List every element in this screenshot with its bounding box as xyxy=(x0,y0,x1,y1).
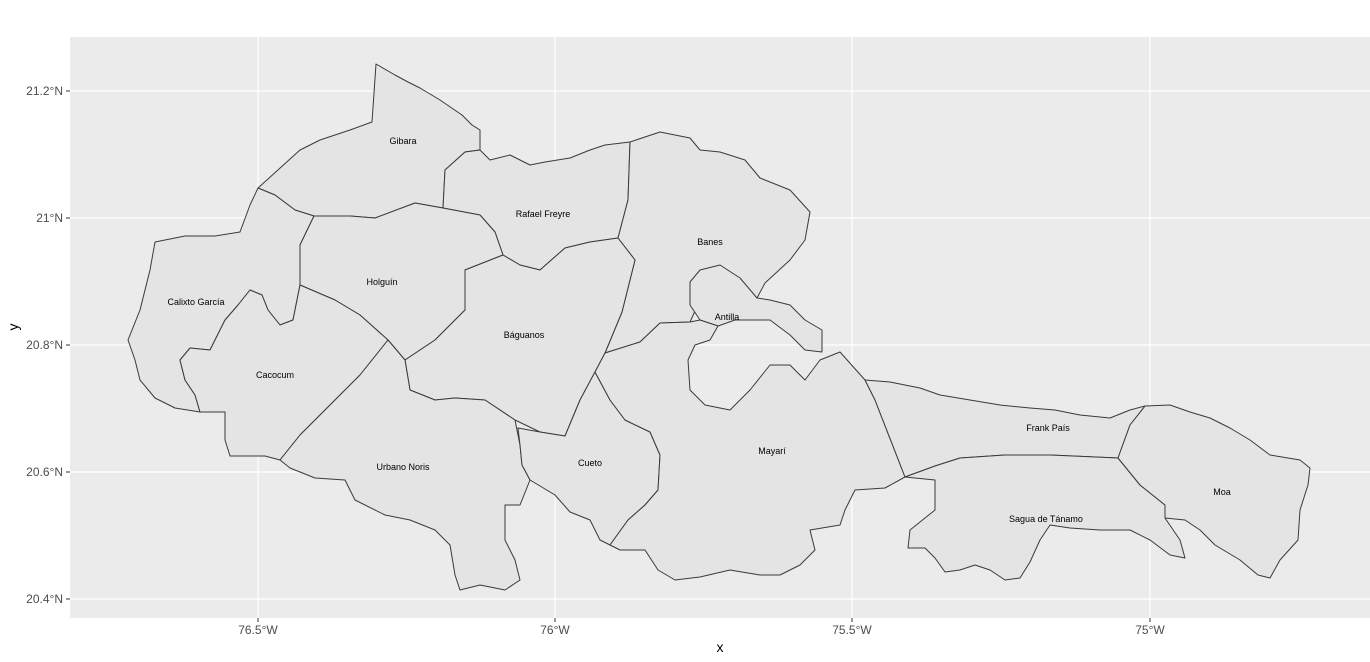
x-tick-label: 76°W xyxy=(540,623,570,637)
label-rafael-freyre: Rafael Freyre xyxy=(516,209,571,219)
label-moa: Moa xyxy=(1213,487,1231,497)
label-sagua-de-tanamo: Sagua de Tánamo xyxy=(1009,514,1083,524)
region-moa xyxy=(1117,404,1311,579)
x-tick-label: 75.5°W xyxy=(832,623,872,637)
label-mayari: Mayarí xyxy=(758,446,786,456)
label-cueto: Cueto xyxy=(578,458,602,468)
label-urbano-noris: Urbano Noris xyxy=(376,462,430,472)
y-axis-title: y xyxy=(5,324,21,331)
region-urbano-noris xyxy=(279,339,531,591)
y-tick-label: 20.4°N xyxy=(26,592,63,606)
label-gibara: Gibara xyxy=(389,136,416,146)
x-tick-label: 76.5°W xyxy=(238,623,278,637)
label-cacocum: Cacocum xyxy=(256,370,294,380)
x-axis-title: x xyxy=(717,639,724,655)
region-labels: Gibara Rafael Freyre Banes Calixto Garcí… xyxy=(167,136,1230,524)
y-tick-label: 20.8°N xyxy=(26,338,63,352)
y-tick-label: 21°N xyxy=(36,211,63,225)
y-tick-label: 20.6°N xyxy=(26,465,63,479)
y-tick-label: 21.2°N xyxy=(26,84,63,98)
label-banes: Banes xyxy=(697,237,723,247)
label-antilla: Antilla xyxy=(715,312,740,322)
label-baguanos: Báguanos xyxy=(504,330,545,340)
municipality-polygons xyxy=(127,63,1311,591)
x-axis: 76.5°W 76°W 75.5°W 75°W xyxy=(238,618,1165,637)
region-cacocum xyxy=(179,284,389,461)
label-calixto-garcia: Calixto García xyxy=(167,297,224,307)
label-holguin: Holguín xyxy=(366,277,397,287)
region-mayari xyxy=(594,319,906,581)
y-axis: 21.2°N 21°N 20.8°N 20.6°N 20.4°N xyxy=(26,84,70,606)
label-frank-pais: Frank País xyxy=(1026,423,1070,433)
x-tick-label: 75°W xyxy=(1135,623,1165,637)
